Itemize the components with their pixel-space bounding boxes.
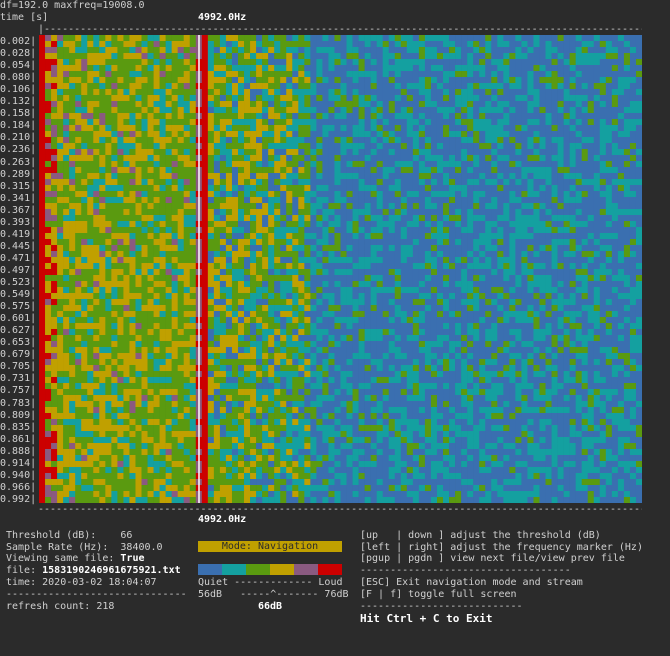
freq-marker-top: 4992.0Hz: [198, 12, 247, 23]
time-label-4: 0.106|: [0, 84, 37, 96]
time-label-24: 0.627|: [0, 325, 37, 337]
help-separator: -----------------------------------: [360, 565, 571, 576]
mode-indicator: Mode: Navigation: [198, 541, 342, 552]
time-label-5: 0.132|: [0, 96, 37, 108]
refresh-row: refresh count: 218: [6, 601, 114, 613]
time-label-23: 0.601|: [0, 313, 37, 325]
time-label-13: 0.341|: [0, 192, 37, 204]
time-label-0: 0.002|: [0, 36, 37, 47]
refresh-value: 218: [96, 601, 115, 612]
time-label-22: 0.575|: [0, 301, 37, 313]
legend-swatch-4: [294, 564, 318, 575]
legend-swatch-0: [198, 564, 222, 575]
time-label-15: 0.393|: [0, 216, 37, 228]
freq-marker-bottom: 4992.0Hz: [198, 514, 247, 525]
bottom-axis-line: ----------------------------------------…: [38, 504, 642, 515]
time-label-2: 0.054|: [0, 60, 37, 72]
time-label-38: 0.992|: [0, 493, 37, 505]
sample-rate-row: Sample Rate (Hz): 38400.0: [6, 542, 163, 554]
time-label: time:: [6, 577, 37, 588]
time-label-35: 0.914|: [0, 457, 37, 469]
exit-hint: Hit Ctrl + C to Exit: [360, 612, 493, 625]
time-label-33: 0.861|: [0, 433, 37, 445]
sample-rate-value: 38400.0: [120, 542, 163, 553]
help-separator-2: ---------------------------: [360, 601, 523, 612]
help-file-nav: [pgup | pgdn ] view next file/view prev …: [360, 553, 625, 564]
legend-swatch-3: [270, 564, 294, 575]
file-row: file: 1583190246961675921.txt: [6, 565, 181, 577]
sample-rate-label: Sample Rate (Hz):: [6, 542, 109, 553]
time-label-6: 0.158|: [0, 108, 37, 120]
time-label-25: 0.653|: [0, 337, 37, 349]
time-label-14: 0.367|: [0, 204, 37, 216]
help-fullscreen: [F | f] toggle full screen: [360, 589, 517, 600]
time-label-7: 0.184|: [0, 120, 37, 132]
params-text: df=192.0 maxfreq=19008.0: [0, 0, 145, 11]
current-db-value: 66dB: [258, 601, 283, 612]
same-file-value: True: [120, 553, 145, 564]
refresh-label: refresh count:: [6, 601, 91, 612]
time-value: 2020-03-02 18:04:07: [42, 577, 157, 588]
time-label-11: 0.289|: [0, 168, 37, 180]
legend-scale-text: Quiet ------------- Loud: [198, 577, 343, 588]
help-esc: [ESC] Exit navigation mode and stream: [360, 577, 583, 588]
threshold-label: Threshold (dB):: [6, 530, 97, 541]
time-label-37: 0.966|: [0, 481, 37, 493]
time-label-34: 0.888|: [0, 445, 37, 457]
time-label-30: 0.783|: [0, 397, 37, 409]
threshold-row: Threshold (dB): 66: [6, 530, 132, 542]
help-freq-marker: [left | right] adjust the frequency mark…: [360, 542, 643, 553]
time-axis-label: time [s]: [0, 12, 49, 23]
time-label-28: 0.731|: [0, 373, 37, 385]
time-label-32: 0.835|: [0, 421, 37, 433]
time-label-9: 0.236|: [0, 144, 37, 156]
time-row: time: 2020-03-02 18:04:07: [6, 577, 157, 589]
time-label-20: 0.523|: [0, 277, 37, 288]
legend-swatch-1: [222, 564, 246, 575]
time-label-3: 0.080|: [0, 72, 37, 84]
legend-swatch-2: [246, 564, 270, 575]
help-threshold: [up | down ] adjust the threshold (dB): [360, 530, 601, 541]
same-file-label: Viewing same file:: [6, 553, 115, 564]
time-label-31: 0.809|: [0, 409, 37, 421]
legend-range-text: 56dB -----^------- 76dB: [198, 589, 349, 600]
legend-swatch-5: [318, 564, 342, 575]
time-label-12: 0.315|: [0, 180, 37, 192]
threshold-value: 66: [120, 530, 133, 541]
time-label-36: 0.940|: [0, 469, 37, 481]
time-label-8: 0.210|: [0, 132, 37, 144]
file-label: file:: [6, 565, 37, 576]
top-axis-line: |---------------------------------------…: [38, 24, 642, 35]
same-file-row: Viewing same file: True: [6, 553, 145, 565]
time-label-26: 0.679|: [0, 349, 37, 361]
time-label-21: 0.549|: [0, 289, 37, 301]
time-label-16: 0.419|: [0, 228, 37, 240]
time-label-19: 0.497|: [0, 264, 37, 276]
spectrogram: [39, 35, 642, 503]
time-label-17: 0.445|: [0, 240, 37, 252]
info-separator: ------------------------------: [6, 589, 187, 600]
time-label-29: 0.757|: [0, 385, 37, 397]
time-label-18: 0.471|: [0, 252, 37, 264]
time-label-1: 0.028|: [0, 48, 37, 60]
time-label-27: 0.705|: [0, 361, 37, 373]
file-value: 1583190246961675921.txt: [42, 565, 181, 576]
time-label-10: 0.263|: [0, 156, 37, 168]
